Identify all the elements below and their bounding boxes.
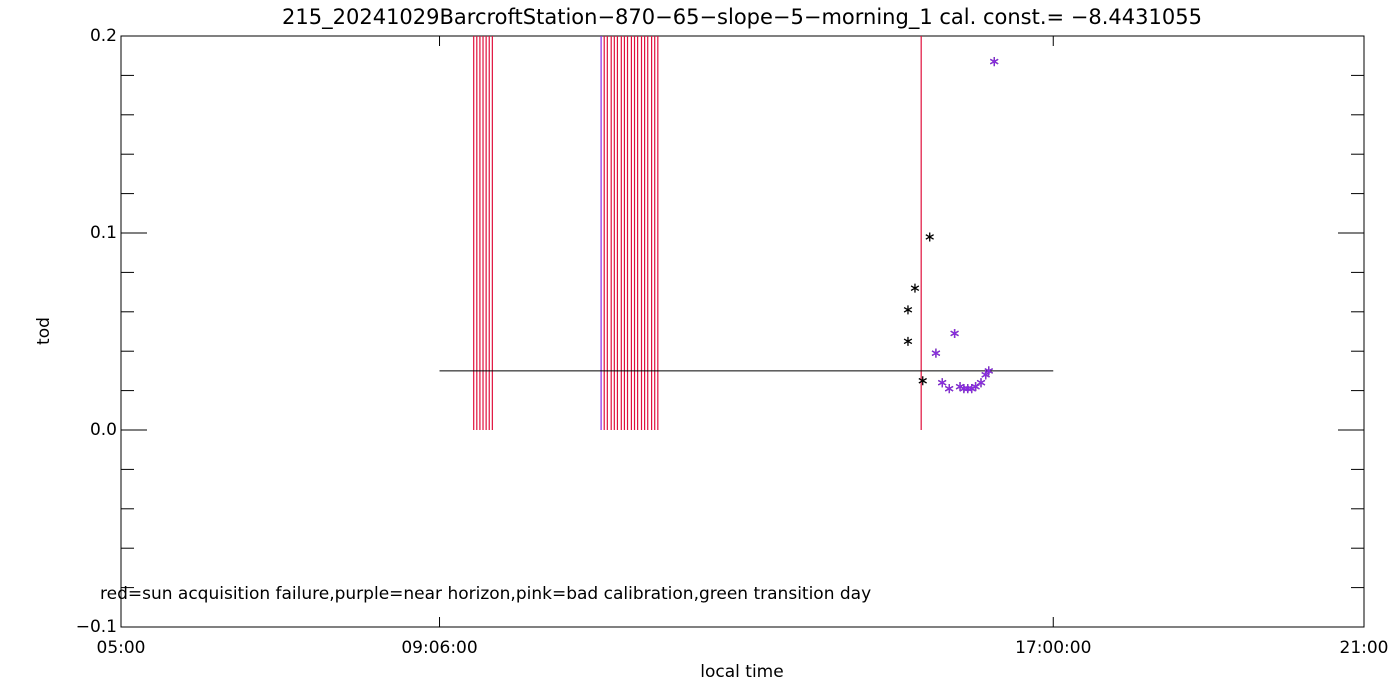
- plot-frame: [120, 35, 1365, 628]
- chart-title: 215_20241029BarcroftStation−870−65−slope…: [282, 5, 1202, 30]
- data-point: [925, 232, 934, 242]
- data-point: [963, 384, 973, 394]
- data-point: [971, 382, 980, 392]
- data-point: [931, 348, 941, 358]
- data-point: [903, 305, 913, 315]
- x-tick-label: 05:00: [97, 638, 146, 658]
- data-point: [989, 57, 999, 67]
- data-point: [910, 283, 920, 293]
- x-tick-label: 21:00: [1340, 638, 1389, 658]
- y-axis-label: tod: [34, 317, 54, 345]
- data-point: [959, 384, 969, 394]
- data-point: [944, 384, 954, 394]
- y-tick-label: −0.1: [76, 617, 117, 637]
- x-tick-label: 17:00:00: [1015, 638, 1091, 658]
- data-point: [903, 336, 913, 346]
- data-point: [937, 378, 947, 388]
- y-tick-label: 0.1: [90, 223, 117, 243]
- annotation: red=sun acquisition failure,purple=near …: [100, 584, 871, 604]
- data-point: [976, 378, 986, 388]
- data-point: [918, 376, 927, 386]
- data-point: [950, 328, 959, 338]
- y-tick-label: 0.0: [90, 420, 117, 440]
- x-axis-label: local time: [700, 662, 783, 682]
- x-tick-label: 09:06:00: [401, 638, 477, 658]
- data-point: [984, 366, 993, 376]
- y-tick-label: 0.2: [90, 26, 117, 46]
